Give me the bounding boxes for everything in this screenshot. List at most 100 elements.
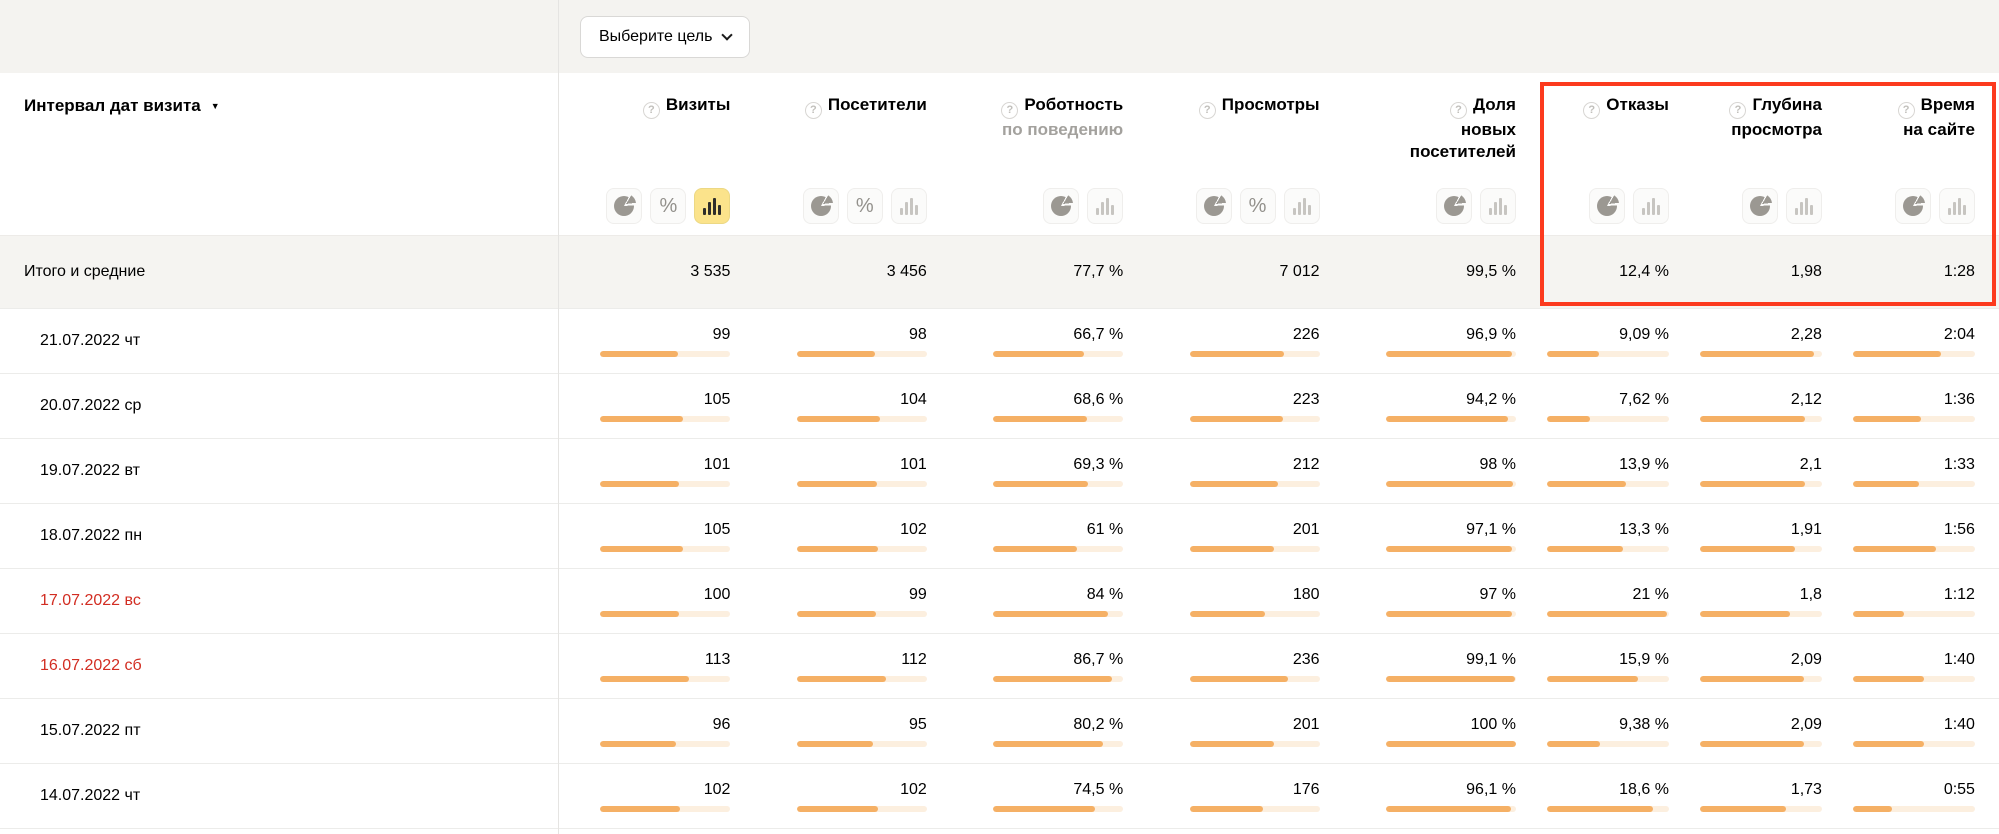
help-icon[interactable]: ? [1198,101,1216,119]
pie-chart-icon [1203,194,1226,217]
percent-icon: % [659,194,678,217]
cell-bar [993,610,1124,617]
help-icon[interactable]: ? [1001,101,1019,119]
pie-toggle[interactable] [1588,188,1625,224]
pie-toggle[interactable] [1043,188,1080,224]
cell-value: 105 [703,390,731,408]
cell-value: 100 % [1470,715,1516,733]
table-row: 16.07.2022 сб 113 112 86,7 % 236 99,1 % 15,9 %… [0,633,1999,698]
help-icon[interactable]: ? [1583,101,1601,119]
bar-toggle[interactable] [694,188,731,224]
percent-toggle[interactable]: % [650,188,687,224]
date-row-label[interactable]: 21.07.2022 чт [40,332,141,349]
cell-bar-fill [600,740,676,747]
percent-toggle[interactable]: % [1239,188,1276,224]
date-row-label[interactable]: 20.07.2022 ср [40,397,142,414]
cell-bar [1699,545,1822,552]
cell-new-share: 94,2 % [1344,374,1540,438]
cell-depth: 1,8 [1693,569,1846,633]
bar-toggle[interactable] [1632,188,1669,224]
cell-bar [1699,610,1822,617]
cell-bar [796,350,927,357]
cell-time: 2:04 [1846,309,1999,373]
cell-bar [796,740,927,747]
cell-value: 98 % [1479,455,1516,473]
date-cell: 16.07.2022 сб [0,634,558,698]
date-row-label[interactable]: 17.07.2022 вс [40,592,141,609]
pie-toggle[interactable] [802,188,839,224]
pie-toggle[interactable] [1741,188,1778,224]
cell-value: 13,3 % [1619,520,1669,538]
column-header-robotness[interactable]: ? Роботность по поведению [951,73,1147,235]
cell-value: 96,1 % [1466,780,1516,798]
bar-toggle[interactable] [1938,188,1975,224]
cell-value: 102 [900,520,927,538]
cell-bar [993,675,1124,682]
column-header-line: на сайте [1903,119,1975,139]
cell-bar [1385,805,1516,812]
cell-bar [1546,610,1669,617]
cell-time: 1:12 [1846,569,1999,633]
pie-toggle[interactable] [1435,188,1472,224]
cell-bar-fill [796,805,879,812]
bar-toggle[interactable] [1479,188,1516,224]
cell-bar-fill [1852,350,1942,357]
cell-value: 21 % [1632,585,1669,603]
date-row-label[interactable]: 14.07.2022 чт [40,787,141,804]
pie-toggle[interactable] [1195,188,1232,224]
cell-visits: 101 [558,439,754,503]
cell-bar-fill [1699,805,1787,812]
column-header-line: просмотра [1731,119,1822,139]
cell-bar [1546,350,1669,357]
percent-icon: % [855,194,874,217]
bar-chart-icon [1292,197,1311,215]
help-icon[interactable]: ? [804,101,822,119]
chevron-down-icon [721,29,734,41]
column-header-new-share[interactable]: ? Доля новых посетителей [1344,73,1540,235]
column-header-depth[interactable]: ? Глубина просмотра [1693,73,1846,235]
date-row-label[interactable]: 18.07.2022 пн [40,527,143,544]
cell-bar-fill [1189,350,1285,357]
pie-toggle[interactable] [1894,188,1931,224]
cell-bounce: 13,3 % [1540,504,1693,568]
bar-toggle[interactable] [890,188,927,224]
cell-bar [600,480,731,487]
date-row-label[interactable]: 19.07.2022 вт [40,462,140,479]
select-goal-button[interactable]: Выберите цель [580,16,751,58]
column-header-date-interval[interactable]: Интервал дат визита ▼ [0,73,558,235]
sort-desc-icon[interactable]: ▼ [210,101,220,111]
pie-chart-icon [613,194,637,217]
bar-toggle[interactable] [1283,188,1320,224]
cell-bar-fill [796,415,880,422]
column-header-bounce[interactable]: ? Отказы [1540,73,1693,235]
cell-bar-fill [1385,545,1513,552]
cell-bar-fill [1546,610,1667,617]
column-header-visits[interactable]: ? Визиты% [558,73,754,235]
help-icon[interactable]: ? [1897,101,1915,119]
cell-depth: 1,91 [1693,504,1846,568]
help-icon[interactable]: ? [1729,101,1747,119]
help-icon[interactable]: ? [1449,101,1467,119]
cell-bar-fill [600,480,680,487]
cell-bar-fill [1189,480,1279,487]
column-header-visitors[interactable]: ? Посетители% [754,73,950,235]
cell-bar-fill [1546,545,1623,552]
cell-bounce: 18,6 % [1540,764,1693,828]
column-header-views[interactable]: ? Просмотры% [1147,73,1343,235]
date-row-label[interactable]: 16.07.2022 сб [40,657,142,674]
bar-toggle[interactable] [1785,188,1822,224]
cell-bar [1699,350,1822,357]
totals-value-depth: 1,98 [1790,263,1822,280]
date-row-label[interactable]: 15.07.2022 пт [40,722,141,739]
cell-bar-fill [993,480,1088,487]
column-header-time[interactable]: ? Время на сайте [1846,73,1999,235]
help-icon[interactable]: ? [642,101,660,119]
pie-toggle[interactable] [606,188,643,224]
cell-visits: 102 [558,764,754,828]
totals-row: Итого и средние 3 535 3 456 77,7 % 7 012 99,… [0,235,1999,308]
bar-toggle[interactable] [1087,188,1124,224]
pie-chart-icon [1443,194,1466,217]
cell-bar [1852,740,1975,747]
percent-toggle[interactable]: % [846,188,883,224]
cell-bar-fill [1852,675,1925,682]
